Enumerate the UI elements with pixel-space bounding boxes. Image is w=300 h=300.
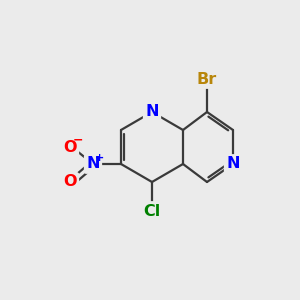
- Text: N: N: [145, 104, 159, 119]
- Text: O: O: [63, 140, 77, 154]
- Text: +: +: [95, 153, 105, 163]
- Text: O: O: [63, 175, 77, 190]
- Text: N: N: [86, 157, 100, 172]
- Text: N: N: [226, 157, 240, 172]
- Text: −: −: [73, 134, 83, 146]
- Text: Cl: Cl: [143, 203, 161, 218]
- Text: Br: Br: [197, 71, 217, 86]
